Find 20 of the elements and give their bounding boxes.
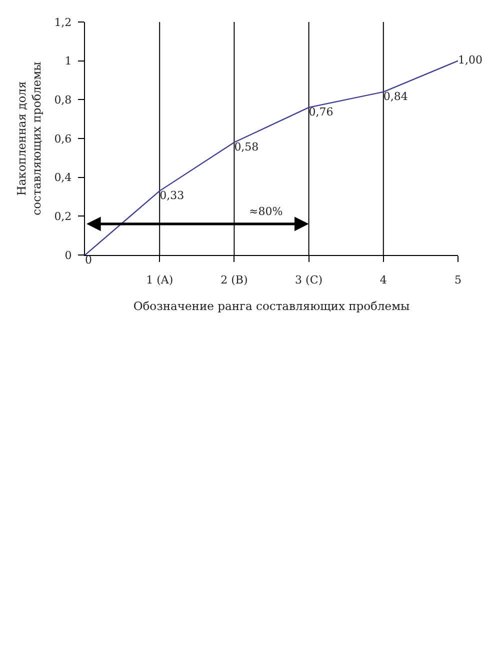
y-tick-label: 0,4 [54,171,72,184]
x-tick-label: 5 [454,273,462,286]
y-tick-label: 1,2 [54,16,72,29]
y-tick-label: 0,8 [54,94,72,107]
data-label: 0,84 [383,90,408,104]
data-label: 1,00 [458,54,482,67]
data-label: 0,76 [308,106,334,119]
y-tick-label: 1 [64,54,72,68]
y-tick-label: 0,2 [54,210,72,224]
x-axis-title: Обозначение ранга составляющих проблемы [133,298,410,313]
x-tick-label: 2 (B) [220,273,248,286]
data-label: 0,33 [160,189,184,202]
annotation: ≈80% [249,205,283,218]
y-tick-label: 0 [64,248,72,262]
x-tick-label: 1 (A) [146,273,174,286]
y-tick-label: 0,6 [54,132,72,146]
x-tick-label: 4 [380,273,387,286]
data-label: 0,58 [234,140,259,154]
x-tick-label: 3 (C) [295,273,323,286]
y-axis-title: Накопленная доля составляющих проблемы [14,62,44,216]
